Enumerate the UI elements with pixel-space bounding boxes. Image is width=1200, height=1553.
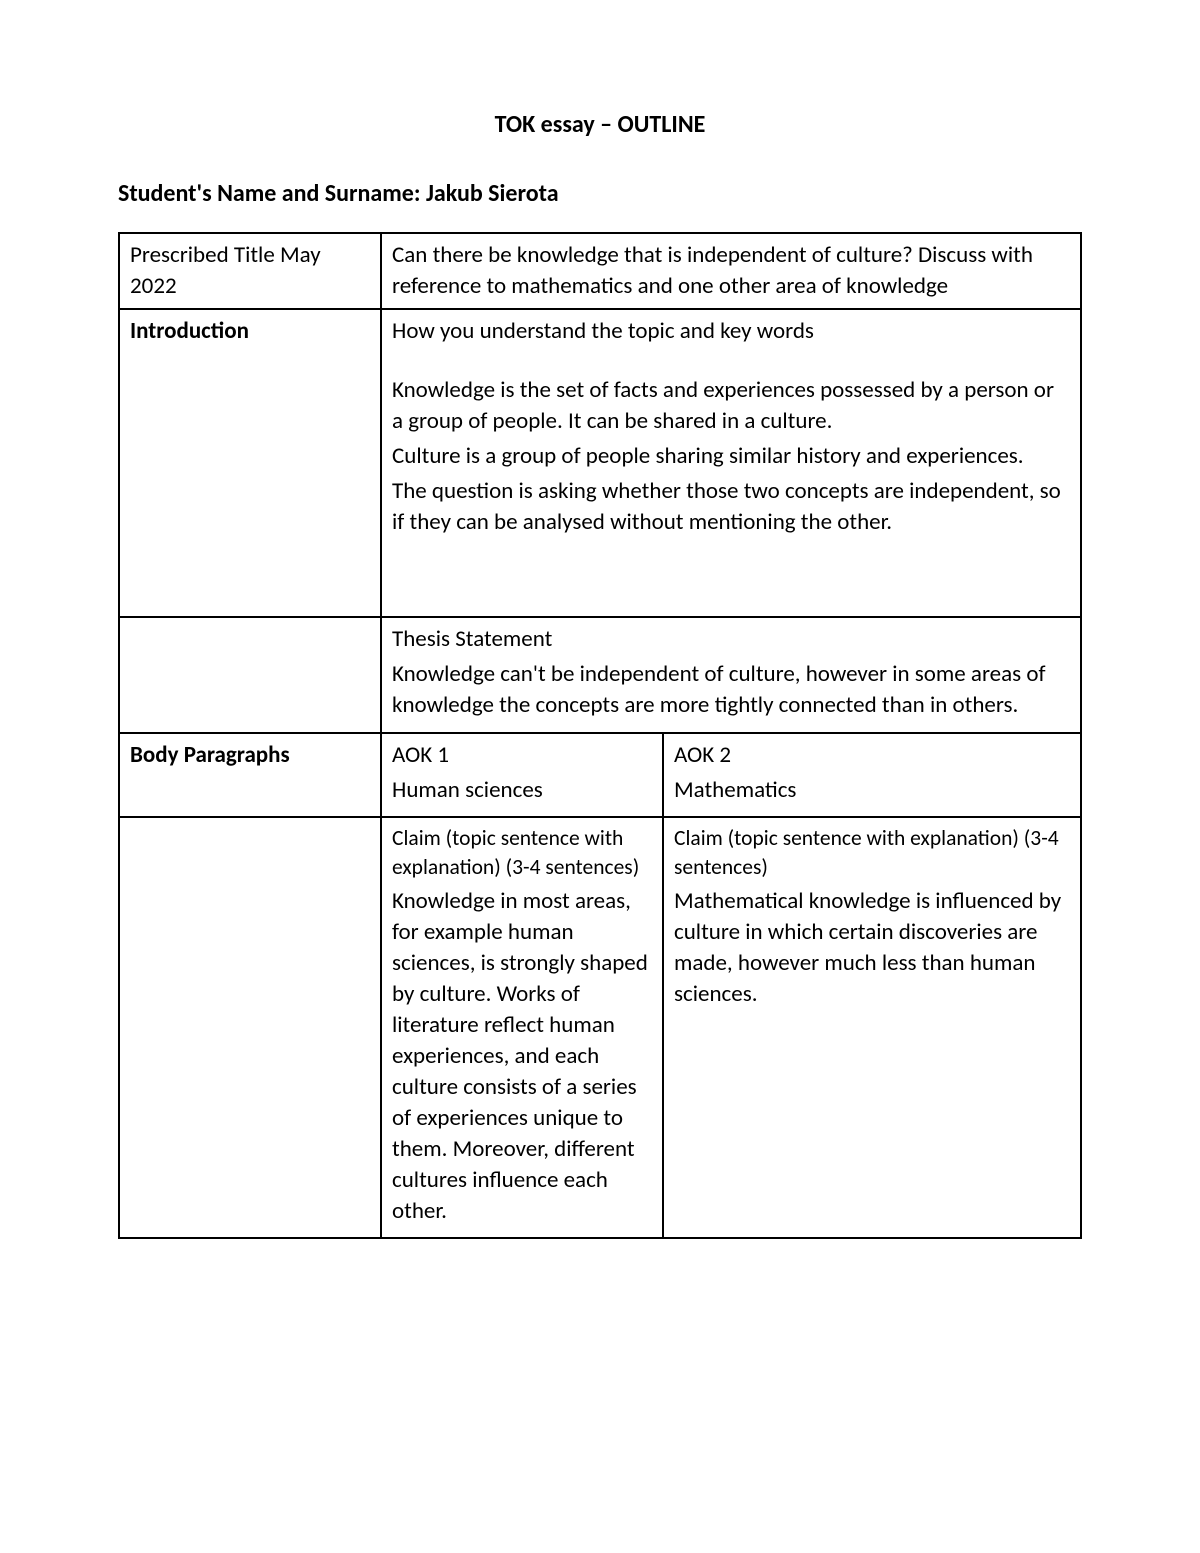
student-name: Jakub Sierota — [426, 179, 559, 208]
text: Culture is a group of people sharing sim… — [392, 441, 1070, 472]
text: Knowledge can't be independent of cultur… — [392, 659, 1070, 721]
text: Knowledge is the set of facts and experi… — [392, 375, 1070, 437]
text: Human sciences — [392, 775, 652, 806]
text: Claim (topic sentence with explanation) … — [392, 824, 652, 882]
cell-empty — [119, 617, 381, 732]
text: Mathematics — [674, 775, 1070, 806]
spacer — [392, 542, 1070, 610]
outline-table: Prescribed Title May 2022 Can there be k… — [118, 232, 1082, 1239]
text: Knowledge in most areas, for example hum… — [392, 886, 652, 1228]
table-row: Claim (topic sentence with explanation) … — [119, 817, 1081, 1239]
table-row: Thesis Statement Knowledge can't be inde… — [119, 617, 1081, 732]
cell-introduction-label: Introduction — [119, 309, 381, 617]
text: How you understand the topic and key wor… — [392, 316, 1070, 347]
cell-thesis: Thesis Statement Knowledge can't be inde… — [381, 617, 1081, 732]
text: Can there be knowledge that is independe… — [392, 241, 1033, 300]
text: Body Paragraphs — [130, 741, 290, 769]
student-label: Student's Name and Surname: — [118, 179, 426, 208]
cell-prescribed-title-label: Prescribed Title May 2022 — [119, 233, 381, 309]
cell-aok1-claim: Claim (topic sentence with explanation) … — [381, 817, 663, 1239]
spacer — [392, 351, 1070, 375]
text: Thesis Statement — [392, 624, 1070, 655]
table-row: Body Paragraphs AOK 1 Human sciences AOK… — [119, 733, 1081, 817]
cell-introduction-content: How you understand the topic and key wor… — [381, 309, 1081, 617]
doc-title: TOK essay – OUTLINE — [118, 110, 1082, 139]
text: AOK 2 — [674, 740, 1070, 771]
document-page: TOK essay – OUTLINE Student's Name and S… — [0, 0, 1200, 1553]
table-row: Prescribed Title May 2022 Can there be k… — [119, 233, 1081, 309]
cell-aok1-header: AOK 1 Human sciences — [381, 733, 663, 817]
text: Mathematical knowledge is influenced by … — [674, 886, 1070, 1010]
text: Prescribed Title May 2022 — [130, 241, 321, 300]
table-row: Introduction How you understand the topi… — [119, 309, 1081, 617]
cell-prescribed-title-content: Can there be knowledge that is independe… — [381, 233, 1081, 309]
cell-aok2-claim: Claim (topic sentence with explanation) … — [663, 817, 1081, 1239]
student-line: Student's Name and Surname: Jakub Sierot… — [118, 179, 1082, 208]
cell-empty — [119, 817, 381, 1239]
text: Introduction — [130, 317, 249, 345]
text: AOK 1 — [392, 740, 652, 771]
cell-aok2-header: AOK 2 Mathematics — [663, 733, 1081, 817]
text: The question is asking whether those two… — [392, 476, 1070, 538]
cell-body-label: Body Paragraphs — [119, 733, 381, 817]
text: Claim (topic sentence with explanation) … — [674, 824, 1070, 882]
